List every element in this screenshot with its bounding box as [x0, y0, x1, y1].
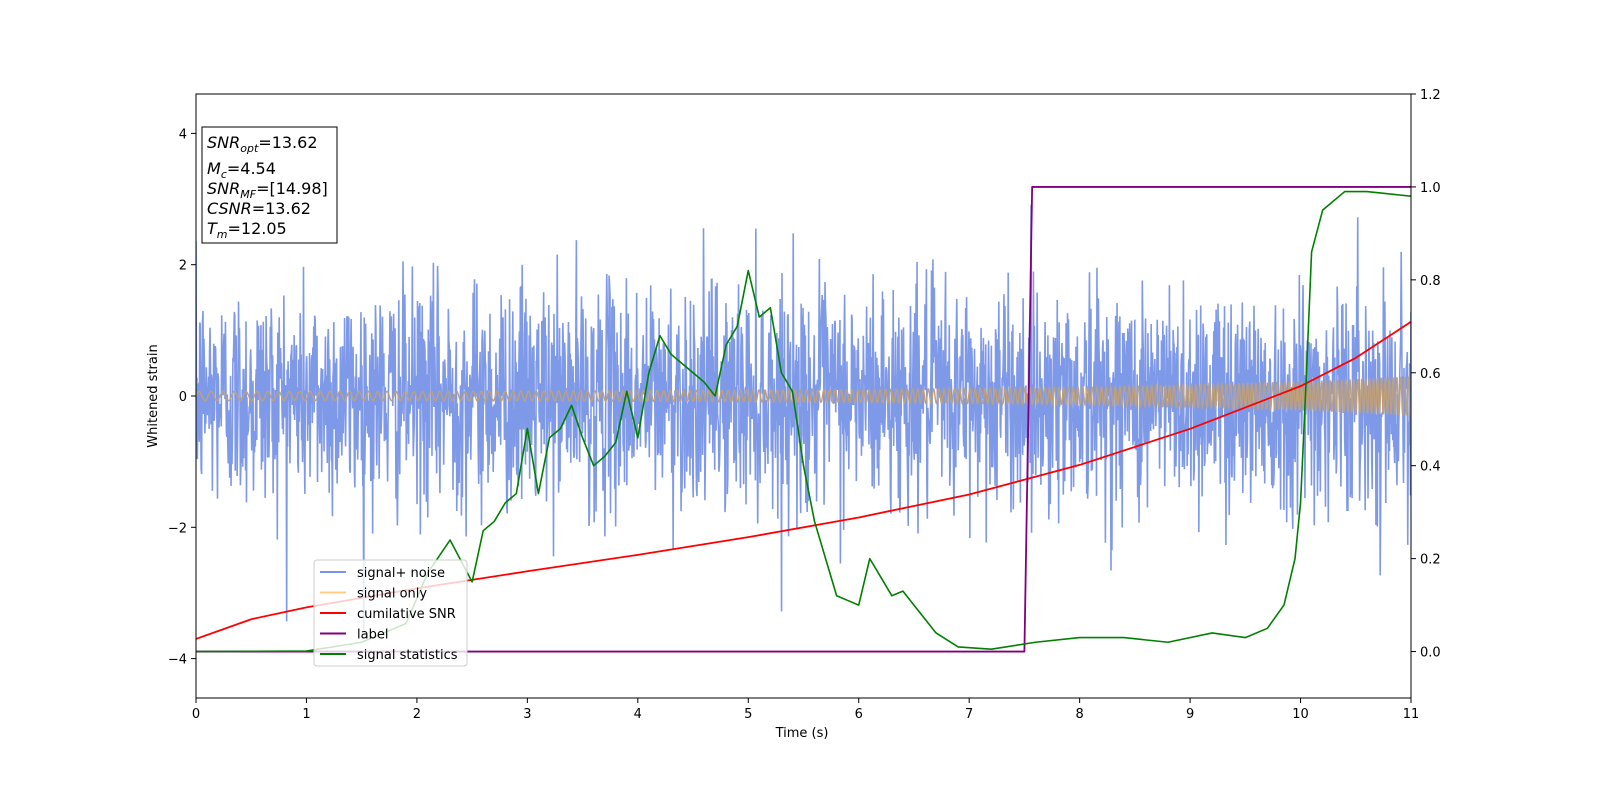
y-left-tick-label: 2 — [179, 259, 187, 274]
y-right-tick-label: 1.2 — [1420, 88, 1441, 103]
x-tick-label: 4 — [634, 707, 642, 722]
annotation-symbol: T — [207, 219, 218, 238]
legend: signal+ noise signal only cumilative SNR la… — [313, 559, 468, 667]
annotation-value: =4.54 — [227, 159, 276, 178]
legend-label: cumilative SNR — [357, 607, 456, 622]
x-tick-label: 5 — [744, 707, 752, 722]
y-left-tick-label: −4 — [168, 653, 187, 668]
y-right-tick-label: 1.0 — [1420, 181, 1441, 196]
y-axis-right: 0.0 0.2 0.4 0.6 0.8 1.0 1.2 — [1411, 88, 1441, 661]
annotation-line: CSNR=13.62 — [207, 199, 311, 218]
x-tick-label: 8 — [1075, 707, 1083, 722]
annotation-box: SNRopt=13.62Mc=4.54SNRMF=[14.98]CSNR=13.… — [201, 126, 338, 244]
series-signal-plus-noise — [196, 204, 1411, 631]
annotation-value: =13.62 — [258, 133, 317, 152]
x-tick-label: 1 — [302, 707, 310, 722]
series-signal-only — [196, 376, 1411, 418]
x-tick-label: 10 — [1292, 707, 1309, 722]
x-tick-label: 3 — [523, 707, 531, 722]
annotation-value: =[14.98] — [256, 179, 328, 198]
y-left-tick-label: 4 — [179, 127, 187, 142]
annotation-line: SNRopt=13.62 — [207, 133, 318, 155]
x-tick-label: 0 — [192, 707, 200, 722]
y-right-tick-label: 0.8 — [1420, 274, 1441, 289]
y-right-tick-label: 0.6 — [1420, 367, 1441, 382]
annotation-symbol: SNR — [207, 133, 240, 152]
annotation-symbol: M — [207, 159, 221, 178]
annotation-line: Mc=4.54 — [207, 159, 276, 181]
annotation-subscript: c — [221, 168, 227, 181]
y-right-tick-label: 0.4 — [1420, 460, 1441, 475]
x-tick-label: 11 — [1403, 707, 1420, 722]
annotation-line: Tm=12.05 — [207, 219, 287, 241]
x-axis-label: Time (s) — [775, 726, 829, 741]
annotation-symbol: SNR — [207, 179, 240, 198]
annotation-value: =13.62 — [252, 199, 311, 218]
annotation-frame — [201, 126, 338, 244]
y-axis-left: −4 −2 0 2 4 — [168, 127, 196, 668]
y-right-tick-label: 0.2 — [1420, 553, 1441, 568]
annotation-subscript: MF — [240, 188, 256, 201]
legend-label: signal+ noise — [357, 566, 445, 581]
legend-label: signal only — [357, 587, 427, 602]
y-axis-label: Whitened strain — [146, 344, 161, 447]
x-tick-label: 6 — [855, 707, 863, 722]
annotation-subscript: opt — [240, 142, 259, 155]
x-tick-label: 2 — [413, 707, 421, 722]
x-tick-label: 7 — [965, 707, 973, 722]
legend-label: signal statistics — [357, 648, 458, 663]
x-axis: 0 1 2 3 4 5 6 7 8 9 10 11 — [192, 698, 1419, 722]
series-label — [196, 186, 1411, 653]
y-left-tick-label: −2 — [168, 521, 187, 536]
legend-label: label — [357, 628, 388, 643]
y-right-tick-label: 0.0 — [1420, 646, 1441, 661]
annotation-line: SNRMF=[14.98] — [207, 179, 328, 201]
annotation-value: =12.05 — [228, 219, 287, 238]
annotation-symbol: CSNR — [207, 199, 252, 218]
y-left-tick-label: 0 — [179, 390, 187, 405]
annotation-subscript: m — [217, 228, 228, 241]
legend-frame — [313, 559, 468, 667]
series-signal-statistics — [196, 190, 1411, 653]
x-tick-label: 9 — [1186, 707, 1194, 722]
